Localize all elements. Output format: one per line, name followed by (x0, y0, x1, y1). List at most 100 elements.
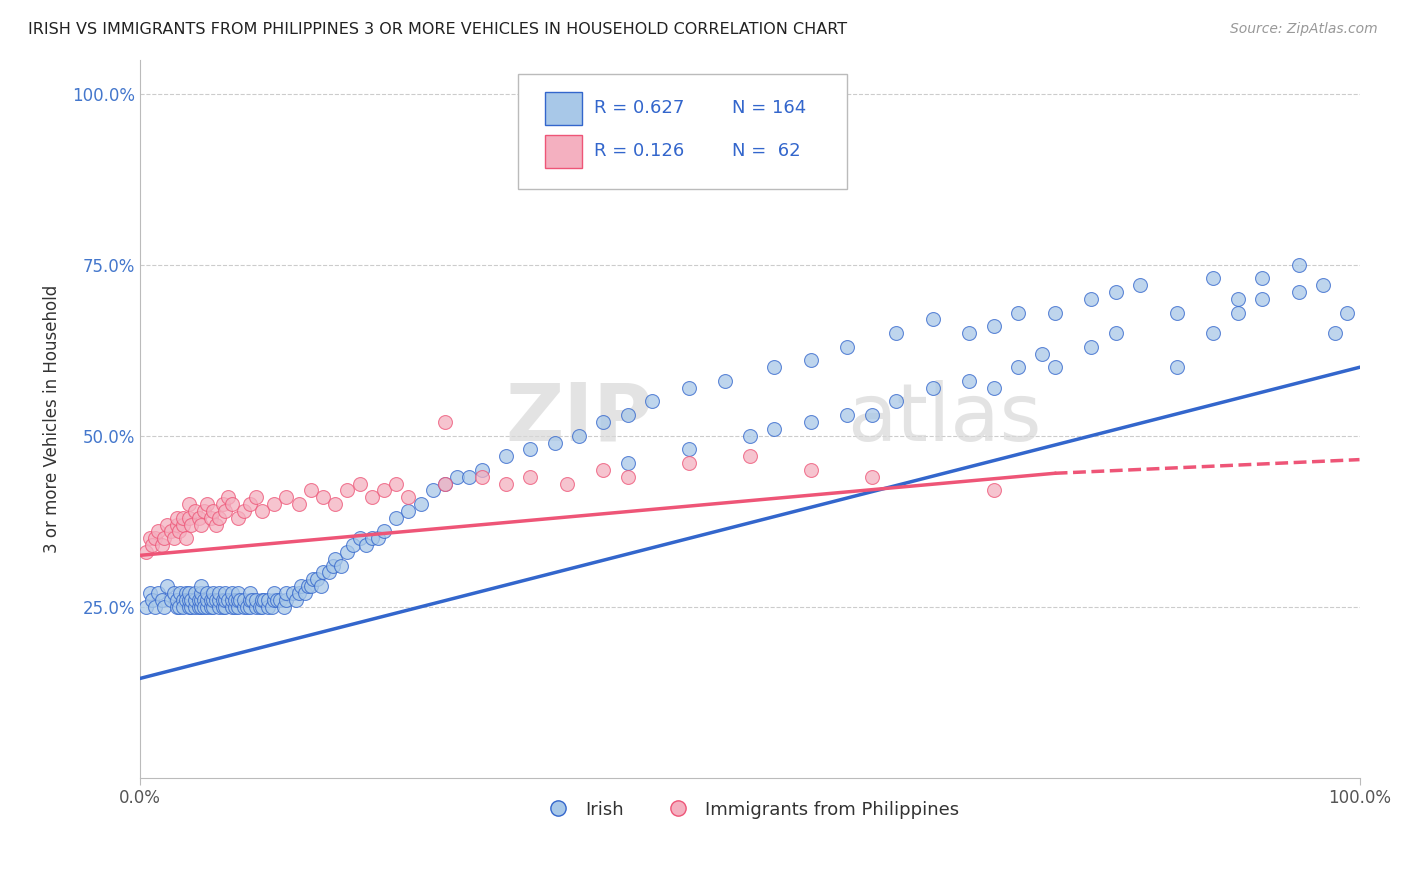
Point (336, 545, 359, 559)
Point (139, 531, 162, 545)
Text: R = 0.627: R = 0.627 (593, 99, 685, 118)
Point (202, 586, 225, 600)
Text: N = 164: N = 164 (731, 99, 806, 118)
Point (257, 599, 280, 614)
Point (156, 579, 179, 593)
Point (323, 497, 346, 511)
Point (385, 510, 408, 524)
Point (714, 374, 737, 388)
Point (738, 428, 761, 442)
Point (592, 463, 614, 477)
Point (302, 572, 325, 586)
Point (519, 469, 541, 483)
Point (190, 586, 212, 600)
Point (166, 599, 188, 614)
FancyBboxPatch shape (517, 74, 848, 189)
Point (495, 476, 517, 491)
Point (208, 599, 231, 614)
Point (263, 586, 285, 600)
Point (135, 545, 157, 559)
Point (1166, 305, 1188, 319)
Point (245, 599, 267, 614)
Point (202, 592, 225, 607)
Point (180, 517, 202, 532)
Text: N =  62: N = 62 (731, 143, 800, 161)
Point (373, 524, 395, 539)
Point (214, 504, 236, 518)
Point (187, 592, 209, 607)
Point (159, 592, 181, 607)
Point (287, 497, 309, 511)
Point (172, 510, 194, 524)
Point (159, 524, 181, 539)
Point (519, 442, 541, 457)
Point (167, 524, 190, 539)
Point (354, 538, 377, 552)
Point (800, 415, 823, 429)
Point (433, 415, 456, 429)
Point (217, 490, 239, 504)
Point (470, 469, 492, 483)
Point (176, 592, 198, 607)
Point (1129, 278, 1152, 293)
Point (172, 517, 194, 532)
Point (180, 592, 202, 607)
Point (153, 599, 176, 614)
Point (568, 428, 591, 442)
Point (1288, 258, 1310, 272)
Point (184, 504, 207, 518)
Point (176, 531, 198, 545)
Point (260, 599, 283, 614)
Point (193, 592, 215, 607)
Point (738, 449, 761, 463)
Point (184, 599, 207, 614)
Point (263, 497, 285, 511)
Point (204, 517, 226, 532)
Legend: Irish, Immigrants from Philippines: Irish, Immigrants from Philippines (533, 794, 966, 826)
Point (232, 592, 254, 607)
Point (1104, 285, 1126, 299)
Point (212, 599, 235, 614)
Point (187, 510, 209, 524)
Point (273, 599, 295, 614)
Point (224, 592, 246, 607)
Point (204, 592, 226, 607)
Point (921, 381, 943, 395)
Point (276, 490, 298, 504)
Point (555, 476, 578, 491)
Point (592, 415, 614, 429)
Point (172, 599, 194, 614)
Point (617, 469, 640, 483)
Point (208, 586, 231, 600)
Point (860, 408, 883, 422)
Point (544, 435, 567, 450)
Point (367, 531, 389, 545)
Point (349, 476, 371, 491)
Point (200, 592, 222, 607)
Point (176, 586, 198, 600)
Point (166, 510, 188, 524)
Text: atlas: atlas (848, 380, 1042, 458)
Point (180, 599, 202, 614)
Point (470, 463, 492, 477)
Point (1007, 360, 1029, 375)
Point (169, 586, 191, 600)
Point (957, 326, 980, 340)
Point (226, 599, 249, 614)
Point (433, 476, 456, 491)
Point (190, 579, 212, 593)
Point (250, 599, 273, 614)
Point (257, 592, 280, 607)
Point (195, 497, 218, 511)
Point (678, 381, 700, 395)
Point (143, 599, 166, 614)
Bar (546, 136, 582, 168)
Point (983, 381, 1005, 395)
Point (232, 599, 254, 614)
Point (239, 497, 262, 511)
Text: Source: ZipAtlas.com: Source: ZipAtlas.com (1230, 22, 1378, 37)
Point (1007, 305, 1029, 319)
Point (409, 497, 432, 511)
Point (837, 408, 859, 422)
Point (290, 579, 312, 593)
